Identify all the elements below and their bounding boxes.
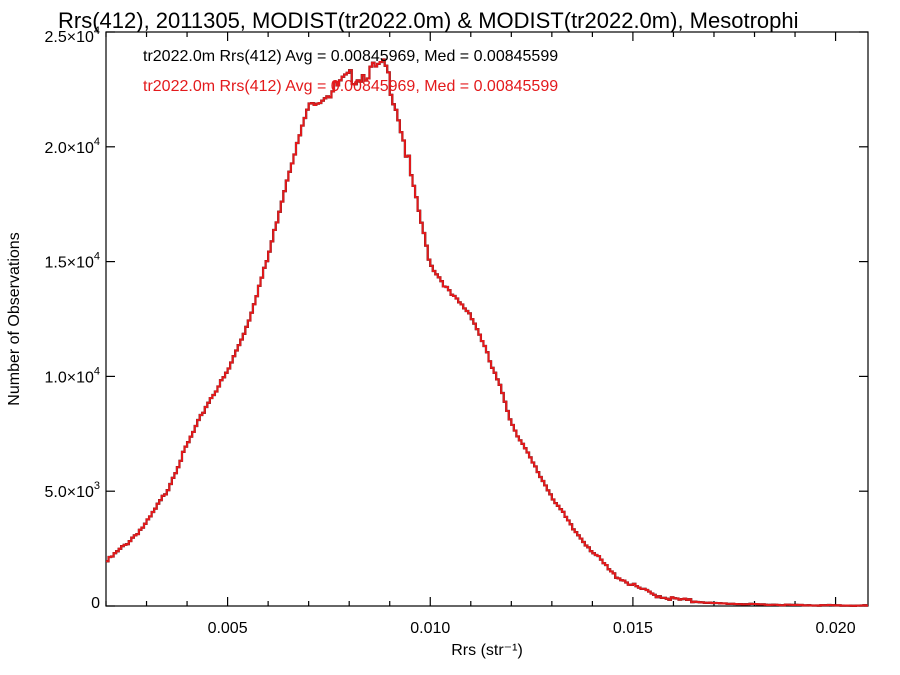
- y-axis-label: Number of Observations: [6, 232, 23, 405]
- x-tick-label: 0.010: [410, 620, 450, 637]
- y-tick-label: 1.0×104: [44, 365, 100, 386]
- y-tick-label: 0: [91, 595, 100, 612]
- y-tick-label: 5.0×103: [44, 480, 100, 501]
- y-axis: 0 5.0×103 1.0×104 1.5×104 2.0×104 2.5×104: [44, 25, 868, 612]
- x-tick-label: 0.005: [208, 620, 248, 637]
- x-tick-label: 0.020: [816, 620, 856, 637]
- histogram-step-line-black: [106, 58, 868, 607]
- x-axis: 0.005 0.010 0.015 0.020: [105, 32, 856, 637]
- chart-title: Rrs(412), 2011305, MODIST(tr2022.0m) & M…: [58, 8, 799, 33]
- x-axis-label: Rrs (str⁻¹): [451, 642, 523, 659]
- y-tick-label: 1.5×104: [44, 251, 100, 272]
- plot-frame: [105, 31, 869, 607]
- annotation-red: tr2022.0m Rrs(412) Avg = 0.00845969, Med…: [143, 78, 558, 95]
- annotation-black: tr2022.0m Rrs(412) Avg = 0.00845969, Med…: [143, 48, 558, 65]
- y-tick-label: 2.0×104: [44, 136, 100, 157]
- histogram-step-line-red: [106, 58, 868, 607]
- x-tick-label: 0.015: [613, 620, 653, 637]
- y-tick-label: 2.5×104: [44, 25, 100, 46]
